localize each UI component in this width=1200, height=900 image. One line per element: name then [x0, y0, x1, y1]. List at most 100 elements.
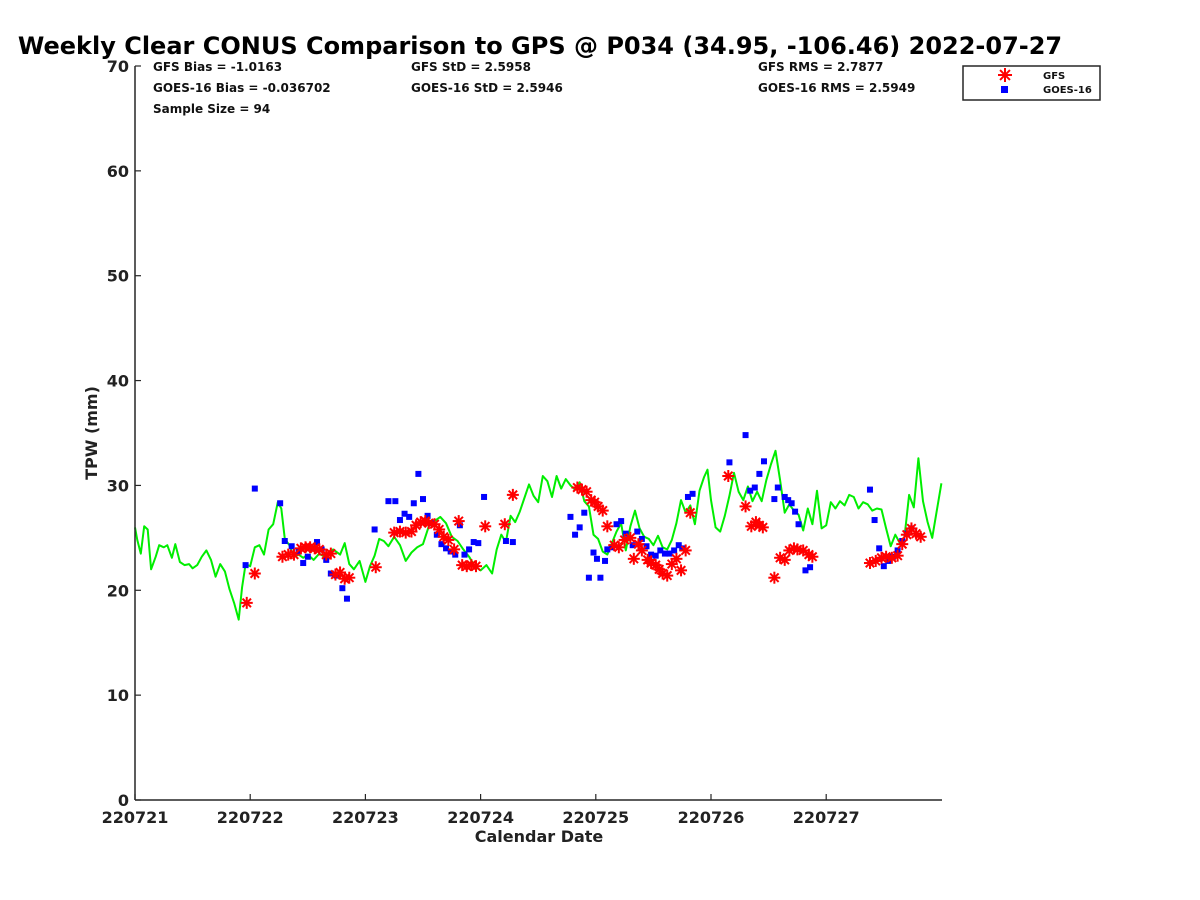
goes16-point	[795, 521, 802, 528]
goes16-point	[604, 546, 611, 553]
gfs-point	[313, 543, 326, 556]
goes16-point	[433, 531, 440, 538]
goes16-point	[406, 513, 413, 520]
stat-gfs-std: GFS StD = 2.5958	[411, 60, 531, 74]
goes16-point	[756, 470, 763, 477]
goes16-point	[751, 484, 758, 491]
goes16-point	[666, 550, 673, 557]
y-ticks: 0 10 20 30 40 50 60 70	[107, 57, 141, 810]
gfs-point	[324, 547, 337, 560]
goes16-point	[304, 553, 311, 560]
goes16-point	[866, 486, 873, 493]
goes16-point	[576, 524, 583, 531]
y-tick-label: 30	[107, 476, 129, 495]
goes16-point	[475, 540, 482, 547]
gfs-point	[506, 488, 519, 501]
legend-goes-label: GOES-16	[1043, 85, 1092, 96]
goes16-point	[572, 531, 579, 538]
x-tick-label: 220724	[447, 808, 514, 827]
goes16-point	[251, 485, 258, 492]
goes16-point	[502, 538, 509, 545]
goes16-point	[613, 521, 620, 528]
goes16-point	[509, 539, 516, 546]
gfs-point	[469, 560, 482, 573]
goes16-point	[470, 539, 477, 546]
goes16-point	[438, 541, 445, 548]
goes16-point	[371, 526, 378, 533]
goes16-point	[585, 574, 592, 581]
gfs-point	[452, 515, 465, 528]
gfs-point	[405, 525, 418, 538]
y-tick-label: 0	[118, 791, 129, 810]
legend-goes-marker	[1001, 86, 1008, 93]
stat-goes-std: GOES-16 StD = 2.5946	[411, 81, 563, 95]
goes16-point	[461, 551, 468, 558]
stat-goes-rms: GOES-16 RMS = 2.5949	[758, 81, 915, 95]
goes16-point	[788, 500, 795, 507]
goes16-point	[675, 542, 682, 549]
goes16-point	[871, 517, 878, 524]
goes16-point	[771, 496, 778, 503]
goes16-point	[456, 522, 463, 529]
series-layer	[134, 432, 943, 621]
goes16-point	[339, 585, 346, 592]
goes16-point	[726, 459, 733, 466]
gfs-point	[806, 550, 819, 563]
y-tick-label: 40	[107, 372, 129, 391]
gfs-point	[665, 558, 678, 571]
x-tick-label: 220722	[217, 808, 284, 827]
gfs-point	[580, 485, 593, 498]
goes16-point	[300, 560, 307, 567]
x-ticks: 220721 220722 220723 220724 220725 220726 2207…	[102, 794, 860, 827]
gfs-point	[756, 521, 769, 534]
goes16-point	[602, 557, 609, 564]
goes16-point	[327, 570, 334, 577]
goes16-point	[567, 513, 574, 520]
x-axis-label: Calendar Date	[475, 827, 604, 846]
x-tick-label: 220723	[332, 808, 399, 827]
gfs-point	[624, 531, 637, 544]
gfs-point	[601, 520, 614, 533]
goes16-point	[774, 484, 781, 491]
gfs-point	[670, 552, 683, 565]
legend-gfs-asterisk	[998, 68, 1012, 82]
legend: GFS GOES-16	[962, 65, 1101, 101]
gfs-point	[739, 500, 752, 513]
gfs-point	[627, 552, 640, 565]
x-tick-label: 220727	[793, 808, 860, 827]
goes16-point	[385, 498, 392, 505]
stat-sample-size: Sample Size = 94	[153, 102, 270, 116]
goes16-point	[880, 563, 887, 570]
goes16-point	[443, 545, 450, 552]
gfs-point	[479, 520, 492, 533]
goes16-point	[410, 500, 417, 507]
gfs-point	[498, 518, 511, 531]
goes16-point	[661, 550, 668, 557]
goes16-point	[466, 546, 473, 553]
gfs-point	[661, 569, 674, 582]
goes16-point	[314, 539, 321, 546]
gfs-point	[596, 504, 609, 517]
goes16-point	[652, 552, 659, 559]
goes16-point	[684, 493, 691, 500]
goes16-point	[648, 551, 655, 558]
stat-goes-bias: GOES-16 Bias = -0.036702	[153, 81, 331, 95]
goes16-point	[742, 432, 749, 439]
goes16-point	[281, 538, 288, 545]
goes16-point	[876, 545, 883, 552]
goes16-point	[452, 551, 459, 558]
gfs-point	[612, 541, 625, 554]
y-tick-label: 60	[107, 162, 129, 181]
y-tick-label: 20	[107, 581, 129, 600]
goes16-point	[424, 512, 431, 519]
legend-box	[962, 65, 1101, 101]
goes16-point	[807, 564, 814, 571]
gfs-point	[675, 564, 688, 577]
goes16-point	[401, 510, 408, 517]
gfs-point	[679, 544, 692, 557]
goes16-point	[288, 543, 295, 550]
goes16-point	[622, 530, 629, 537]
x-tick-label: 220721	[102, 808, 169, 827]
goes16-point	[802, 567, 809, 574]
